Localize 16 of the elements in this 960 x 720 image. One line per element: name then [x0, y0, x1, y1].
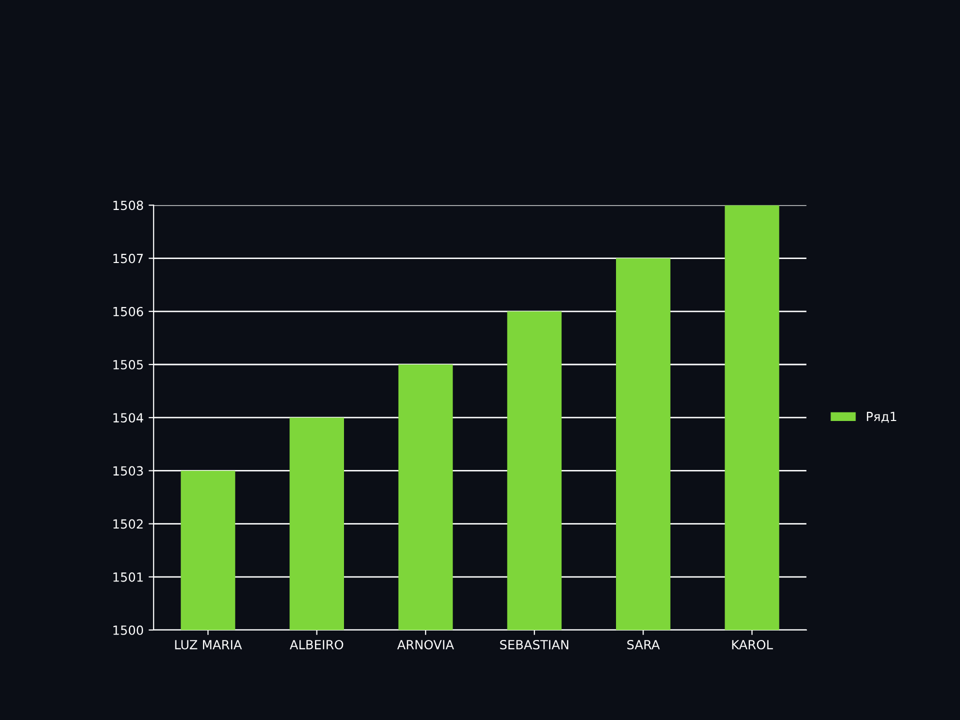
- x-tick-label: SEBASTIAN: [500, 640, 568, 650]
- y-tick-label: 1500: [113, 625, 144, 635]
- y-tick-label: 1505: [113, 360, 143, 370]
- y-tick-label: 1504: [113, 413, 144, 423]
- x-tick-label: LUZ MARIA: [175, 640, 242, 650]
- x-tick-label: ARNOVIA: [397, 640, 454, 650]
- y-tick-label: 1506: [113, 306, 144, 316]
- y-tick-label: 1502: [113, 519, 143, 529]
- x-tick-label: KAROL: [732, 640, 773, 650]
- legend-label: Ряд1: [866, 412, 896, 423]
- y-tick-label: 1501: [113, 572, 143, 582]
- y-tick-label: 1507: [113, 254, 143, 264]
- x-tick-label: ALBEIRO: [290, 640, 344, 650]
- y-tick-label: 1508: [113, 200, 144, 210]
- y-tick-label: 1503: [113, 466, 143, 476]
- x-tick-label: SARA: [627, 640, 660, 650]
